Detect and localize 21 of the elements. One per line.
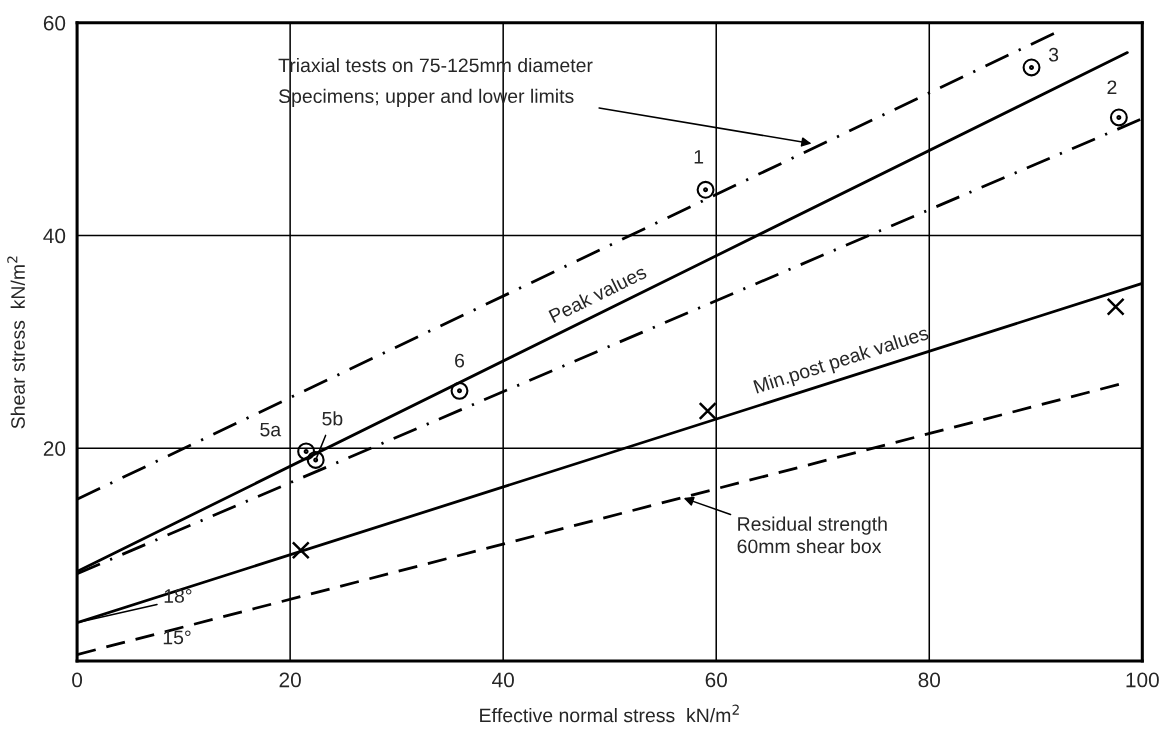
y-tick-label: 40 [43, 228, 66, 244]
y-axis-title: Shear stress kN/m$^{2}$ [7, 256, 25, 429]
annotation: 5a [260, 422, 282, 437]
annotation: Residual strength 60mm shear box [737, 516, 887, 554]
y-tick-label: 20 [43, 441, 66, 456]
text: Peak values [548, 264, 648, 324]
annotation: 3 [1048, 47, 1059, 62]
annotation: 18° [164, 589, 192, 603]
x-tick-label: 40 [492, 672, 514, 688]
x-tick-label: 0 [72, 672, 83, 688]
x-axis-title: Effective normal stress kN/m$^{2}$ [480, 704, 739, 723]
annotation: 2 [1107, 80, 1117, 94]
x-tick-label: 60 [705, 672, 727, 688]
annotation: 6 [455, 353, 465, 368]
x-tick-label: 100 [1126, 672, 1159, 688]
annotation: 1 [694, 150, 704, 164]
y-tick-label: 60 [43, 15, 66, 31]
x-tick-label: 80 [918, 672, 941, 688]
annotation: 5b [322, 411, 343, 426]
x-tick-label: 20 [279, 672, 301, 688]
annotation: 15° [163, 630, 191, 645]
